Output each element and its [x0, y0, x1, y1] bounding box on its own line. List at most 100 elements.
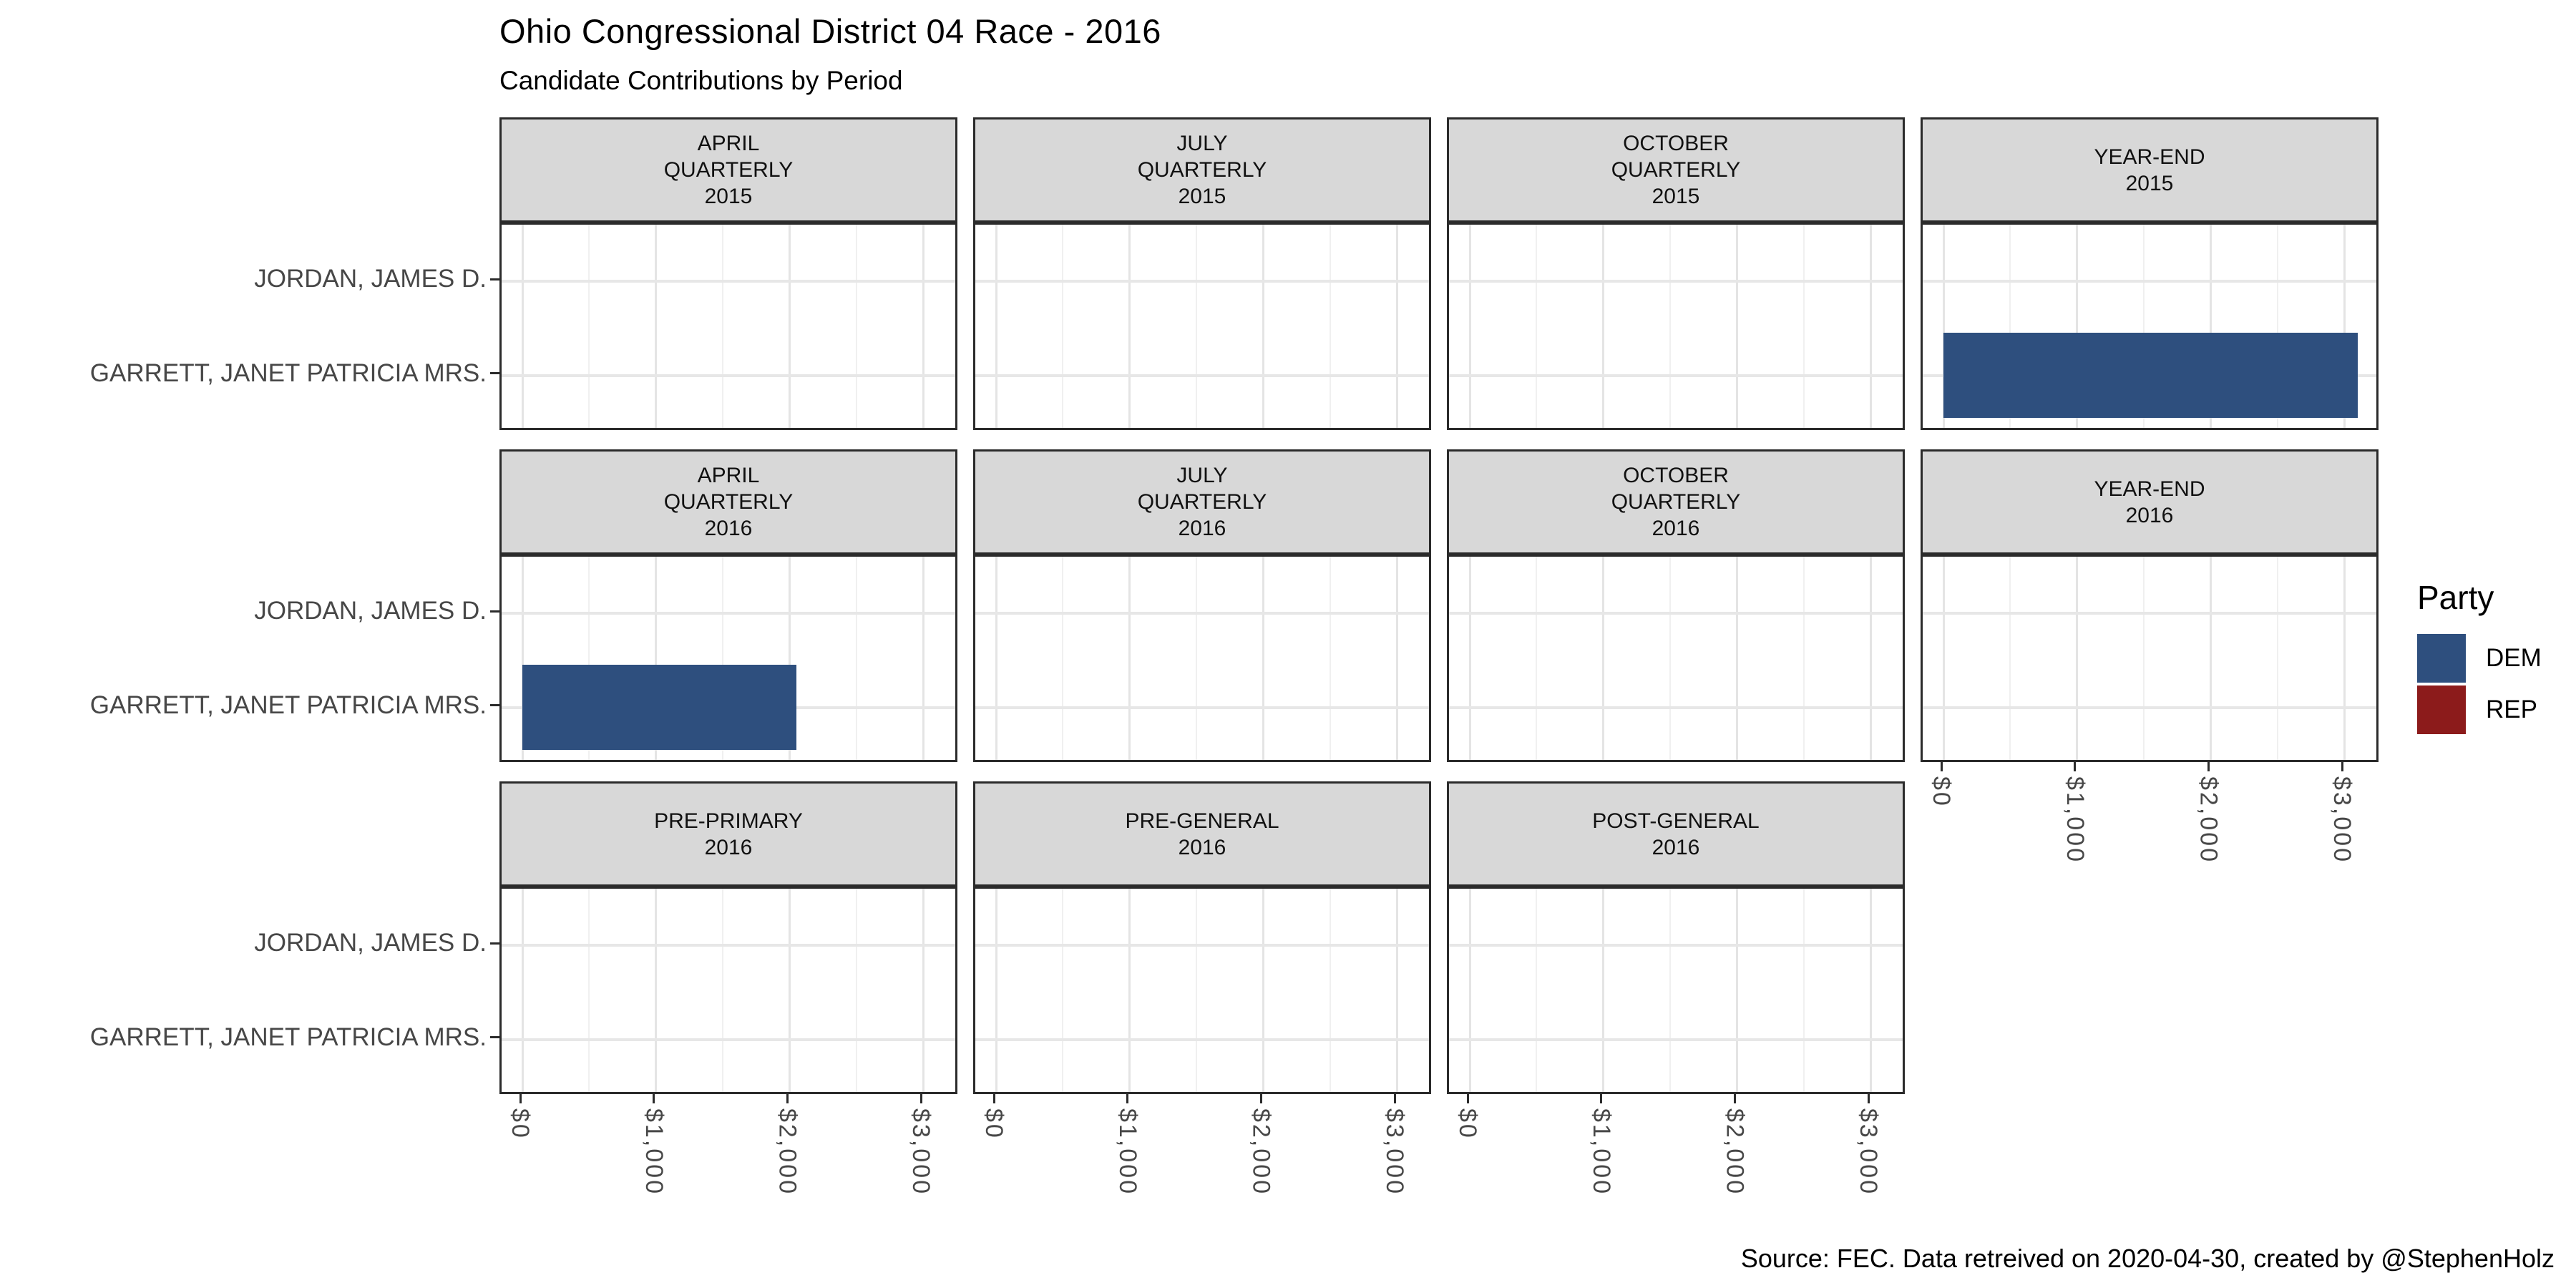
gridline-major-horizontal: [975, 706, 1429, 709]
facet-strip: OCTOBER QUARTERLY 2015: [1447, 117, 1905, 223]
gridline-minor-vertical: [1329, 557, 1331, 760]
gridline-major-vertical: [1468, 225, 1471, 428]
facet-strip-label: POST-GENERAL 2016: [1592, 809, 1760, 859]
facet-strip: YEAR-END 2015: [1921, 117, 2379, 223]
gridline-minor-vertical: [1329, 225, 1331, 428]
facet-strip-label: JULY QUARTERLY 2016: [1137, 464, 1267, 540]
y-axis-tick: [490, 942, 499, 945]
gridline-major-vertical: [1735, 889, 1738, 1092]
legend-title: Party: [2417, 579, 2494, 616]
x-axis-tick-label: $0: [1454, 1108, 1482, 1140]
gridline-minor-vertical: [1329, 889, 1331, 1092]
gridline-major-vertical: [922, 889, 924, 1092]
y-axis-label: GARRETT, JANET PATRICIA MRS.: [89, 358, 487, 387]
gridline-minor-vertical: [855, 225, 857, 428]
facet-panel: [1447, 887, 1905, 1094]
facet-panel: [973, 223, 1431, 430]
y-axis-tick: [490, 1036, 499, 1039]
x-axis-tick: [2074, 762, 2077, 771]
facet-panel: [1921, 223, 2379, 430]
gridline-major-vertical: [655, 225, 658, 428]
x-axis-tick: [1600, 1094, 1603, 1103]
facet-strip: YEAR-END 2016: [1921, 449, 2379, 555]
gridline-minor-vertical: [722, 225, 724, 428]
gridline-minor-vertical: [2143, 557, 2145, 760]
x-axis-tick: [1259, 1094, 1262, 1103]
gridline-major-vertical: [995, 225, 997, 428]
x-axis-tick-label: $3,000: [1855, 1108, 1883, 1196]
gridline-minor-vertical: [722, 889, 724, 1092]
gridline-major-vertical: [1468, 557, 1471, 760]
y-axis-tick: [490, 372, 499, 375]
x-axis-tick-label: $2,000: [1721, 1108, 1749, 1196]
gridline-major-horizontal: [502, 944, 955, 947]
x-axis-tick: [2341, 762, 2343, 771]
x-axis-tick: [519, 1094, 522, 1103]
facet-strip-label: JULY QUARTERLY 2015: [1137, 132, 1267, 208]
gridline-major-horizontal: [1449, 706, 1903, 709]
gridline-major-horizontal: [1923, 706, 2376, 709]
gridline-minor-vertical: [1669, 889, 1672, 1092]
gridline-major-horizontal: [1923, 280, 2376, 283]
chart-title: Ohio Congressional District 04 Race - 20…: [499, 12, 1161, 50]
gridline-major-vertical: [995, 889, 997, 1092]
gridline-major-vertical: [521, 889, 524, 1092]
facet-strip: POST-GENERAL 2016: [1447, 781, 1905, 887]
facet-strip: PRE-GENERAL 2016: [973, 781, 1431, 887]
gridline-major-horizontal: [502, 280, 955, 283]
gridline-minor-vertical: [588, 225, 590, 428]
gridline-major-vertical: [788, 557, 791, 760]
gridline-minor-vertical: [1196, 225, 1198, 428]
facet-panel: [499, 887, 957, 1094]
gridline-minor-vertical: [1536, 225, 1538, 428]
chart-subtitle: Candidate Contributions by Period: [499, 66, 903, 95]
y-axis-label: GARRETT, JANET PATRICIA MRS.: [89, 691, 487, 719]
gridline-major-vertical: [2209, 557, 2212, 760]
facet-strip: APRIL QUARTERLY 2015: [499, 117, 957, 223]
gridline-major-vertical: [922, 225, 924, 428]
gridline-major-vertical: [1602, 889, 1605, 1092]
legend-swatch-dem: [2417, 634, 2466, 683]
gridline-minor-vertical: [1536, 889, 1538, 1092]
gridline-minor-vertical: [1062, 889, 1064, 1092]
x-axis-tick: [992, 1094, 995, 1103]
gridline-major-vertical: [1468, 889, 1471, 1092]
gridline-major-vertical: [995, 557, 997, 760]
gridline-minor-vertical: [722, 557, 724, 760]
gridline-major-horizontal: [1449, 944, 1903, 947]
gridline-major-vertical: [521, 557, 524, 760]
gridline-minor-vertical: [1196, 557, 1198, 760]
gridline-minor-vertical: [1669, 557, 1672, 760]
gridline-major-horizontal: [975, 944, 1429, 947]
gridline-major-vertical: [1735, 225, 1738, 428]
gridline-major-vertical: [1128, 225, 1131, 428]
chart-caption: Source: FEC. Data retreived on 2020-04-3…: [1740, 1244, 2555, 1273]
x-axis-tick: [2207, 762, 2210, 771]
facet-strip: JULY QUARTERLY 2015: [973, 117, 1431, 223]
gridline-major-vertical: [2076, 557, 2079, 760]
gridline-minor-vertical: [1802, 225, 1805, 428]
x-axis-tick: [1733, 1094, 1736, 1103]
gridline-major-horizontal: [1449, 1038, 1903, 1041]
facet-strip: JULY QUARTERLY 2016: [973, 449, 1431, 555]
y-axis-tick: [490, 704, 499, 707]
gridline-minor-vertical: [1536, 557, 1538, 760]
gridline-minor-vertical: [1062, 225, 1064, 428]
x-axis-tick-label: $0: [507, 1108, 535, 1140]
gridline-major-vertical: [788, 225, 791, 428]
facet-panel: [973, 555, 1431, 762]
x-axis-tick: [786, 1094, 789, 1103]
legend-swatch-rep: [2417, 686, 2466, 734]
legend-key-rep: REP: [2417, 686, 2542, 734]
legend-label-dem: DEM: [2486, 644, 2542, 672]
facet-panel: [1447, 223, 1905, 430]
gridline-major-vertical: [1262, 557, 1264, 760]
facet-strip-label: OCTOBER QUARTERLY 2016: [1611, 464, 1741, 540]
x-axis-tick: [919, 1094, 922, 1103]
y-axis-tick: [490, 278, 499, 280]
x-axis-tick-label: $2,000: [2195, 776, 2223, 864]
gridline-major-vertical: [1395, 557, 1398, 760]
y-axis-label: JORDAN, JAMES D.: [254, 929, 487, 957]
